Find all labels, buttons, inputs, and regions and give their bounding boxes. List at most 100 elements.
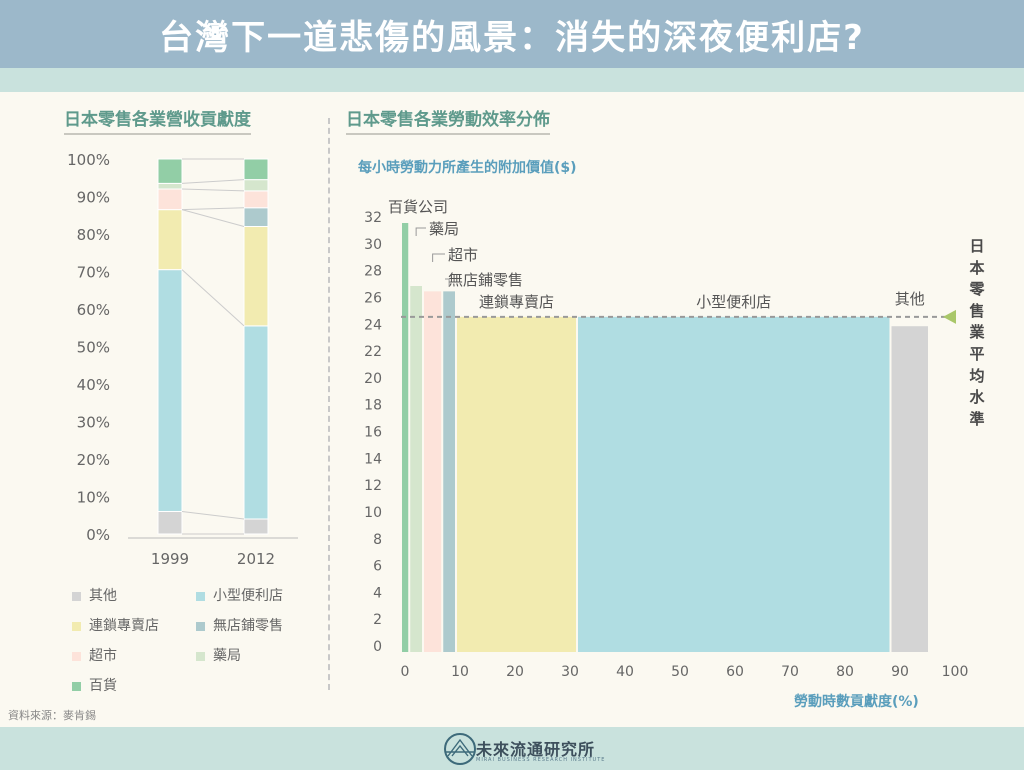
bar-segment-百貨 [157, 158, 183, 184]
right-y-tick-label: 6 [373, 559, 382, 575]
right-x-tick-label: 100 [942, 664, 969, 680]
bar-segment-無店鋪零售 [243, 207, 269, 227]
right-x-tick-label: 90 [891, 664, 909, 680]
legend-label: 百貨 [89, 678, 117, 694]
legend-swatch [72, 621, 81, 631]
stacked-bar-chart: 0% 10% 20% 30% 40% 50% 60% 70% 80% 90% 100% 1999 201… [67, 151, 298, 568]
brand-name: 未來流通研究所 [476, 740, 596, 759]
legend-item: 百貨 [72, 675, 117, 695]
legend-item: 無店鋪零售 [196, 615, 283, 635]
page-title: 台灣下一道悲傷的風景：消失的深夜便利店? [159, 17, 865, 58]
left-y-tick-label: 100% [67, 151, 110, 169]
right-y-tick-label: 10 [364, 505, 382, 521]
connector-line [181, 207, 245, 211]
legend-swatch [196, 621, 205, 631]
left-y-tick-label: 90% [77, 189, 110, 207]
legend-label: 無店鋪零售 [213, 618, 283, 634]
left-y-tick-label: 60% [77, 301, 110, 319]
bar-segment-其他 [157, 511, 183, 535]
right-y-tick-label: 26 [364, 290, 382, 306]
right-y-tick-label: 22 [364, 344, 382, 360]
bar-label: 無店鋪零售 [448, 271, 523, 289]
right-x-tick-label: 10 [451, 664, 469, 680]
bar-label-leader [415, 227, 426, 236]
panel-divider [328, 118, 330, 690]
legend-label: 小型便利店 [213, 588, 283, 604]
bar-百貨公司 [402, 223, 409, 652]
right-y-tick-label: 24 [364, 317, 382, 333]
legend-swatch [196, 591, 205, 601]
legend-item: 小型便利店 [196, 585, 283, 605]
bar-segment-連鎖專賣店 [157, 209, 183, 271]
brand-logo-icon [444, 733, 476, 765]
left-y-tick-label: 50% [77, 339, 110, 357]
connector-line [181, 209, 245, 227]
right-x-tick-label: 20 [506, 664, 524, 680]
connector-line [181, 511, 245, 520]
bar-label: 百貨公司 [388, 198, 448, 216]
connector-line [181, 269, 245, 327]
bar-segment-小型便利店 [157, 269, 183, 512]
right-y-tick-label: 28 [364, 264, 382, 280]
bar-超市 [424, 291, 442, 652]
bar-label: 連鎖專賣店 [479, 293, 554, 311]
bar-label-leader [445, 278, 450, 287]
right-x-tick-label: 80 [836, 664, 854, 680]
subheader-band [0, 68, 1024, 92]
bar-segment-百貨 [243, 158, 269, 181]
left-y-tick-label: 30% [77, 414, 110, 432]
footer-band [0, 727, 1024, 770]
bar-無店鋪零售 [443, 291, 455, 652]
brand-tagline: MIRAI BUSINESS RESEARCH INSTITUTE [476, 757, 606, 763]
legend-label: 連鎖專賣店 [89, 618, 159, 634]
right-y-tick-label: 12 [364, 478, 382, 494]
bar-其他 [891, 326, 928, 652]
bar-segment-其他 [243, 518, 269, 535]
left-y-tick-label: 20% [77, 451, 110, 469]
legend-swatch [72, 591, 81, 601]
legend-swatch [196, 651, 205, 661]
left-x-tick-label: 2012 [237, 550, 275, 568]
right-y-tick-label: 18 [364, 398, 382, 414]
legend-swatch [72, 651, 81, 661]
legend-swatch [72, 681, 81, 691]
right-x-tick-label: 60 [726, 664, 744, 680]
right-y-tick-label: 2 [373, 612, 382, 628]
right-x-axis-label: 勞動時數貢獻度(%) [794, 694, 919, 710]
legend-item: 藥局 [196, 645, 241, 665]
right-x-tick-label: 70 [781, 664, 799, 680]
right-chart-title: 日本零售各業勞動效率分佈 [346, 105, 550, 135]
bar-segment-藥局 [243, 179, 269, 192]
connector-line [181, 188, 245, 192]
bar-segment-超市 [157, 188, 183, 211]
right-x-tick-label: 40 [616, 664, 634, 680]
right-y-tick-label: 30 [364, 237, 382, 253]
bar-label: 其他 [895, 290, 925, 308]
average-line-label: 日本零售業平均水準 [969, 237, 985, 428]
left-chart-title: 日本零售各業營收貢獻度 [64, 105, 251, 135]
right-y-tick-label: 32 [364, 210, 382, 226]
left-y-tick-label: 10% [77, 489, 110, 507]
bar-label-leader [432, 253, 445, 262]
bar-藥局 [410, 286, 422, 652]
connector-line [181, 179, 245, 184]
bar-segment-超市 [243, 190, 269, 209]
left-y-tick-label: 0% [86, 526, 110, 544]
legend-item: 其他 [72, 585, 117, 605]
legend-item: 連鎖專賣店 [72, 615, 159, 635]
bar-segment-藥局 [157, 182, 183, 190]
right-y-axis-label: 每小時勞動力所產生的附加價值($) [358, 160, 577, 176]
average-marker-arrow-icon [943, 309, 956, 324]
legend-item: 超市 [72, 645, 117, 665]
right-y-tick-label: 14 [364, 451, 382, 467]
right-y-tick-label: 0 [373, 639, 382, 655]
right-y-tick-label: 8 [373, 532, 382, 548]
bar-小型便利店 [578, 316, 890, 652]
left-y-tick-label: 80% [77, 226, 110, 244]
title-bar: 台灣下一道悲傷的風景：消失的深夜便利店? [0, 0, 1024, 68]
right-x-tick-label: 30 [561, 664, 579, 680]
right-y-tick-label: 4 [373, 585, 382, 601]
legend-label: 藥局 [213, 648, 241, 664]
legend-label: 其他 [89, 588, 117, 604]
